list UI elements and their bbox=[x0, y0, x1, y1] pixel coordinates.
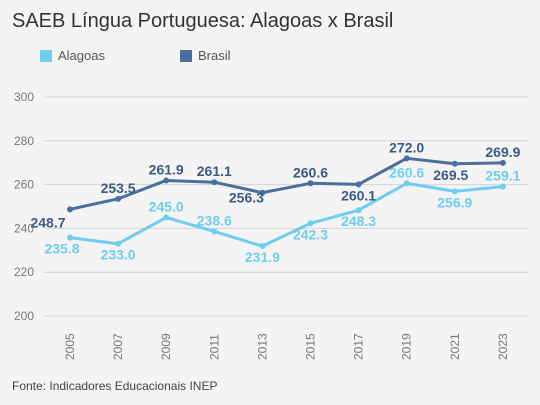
legend-item-brasil[interactable]: Brasil bbox=[180, 48, 231, 63]
data-point-brasil-2023 bbox=[499, 159, 506, 166]
x-tick-label-2011: 2011 bbox=[207, 334, 221, 360]
x-tick-label-2015: 2015 bbox=[304, 333, 318, 360]
data-label-alagoas-2011: 238.6 bbox=[197, 212, 232, 228]
series-line-brasil bbox=[69, 156, 503, 211]
y-tick-label-280: 280 bbox=[14, 134, 34, 148]
legend-label-brasil: Brasil bbox=[198, 48, 231, 63]
data-label-brasil-2021: 269.5 bbox=[433, 167, 468, 183]
source-note: Fonte: Indicadores Educacionais INEP bbox=[12, 379, 218, 393]
data-label-brasil-2019: 272.0 bbox=[389, 139, 424, 155]
data-label-alagoas-2023: 259.1 bbox=[485, 168, 520, 184]
y-tick-label-240: 240 bbox=[14, 221, 34, 235]
data-label-alagoas-2009: 245.0 bbox=[149, 198, 184, 214]
legend-item-alagoas[interactable]: Alagoas bbox=[40, 48, 105, 63]
y-tick-label-300: 300 bbox=[14, 90, 34, 104]
x-tick-label-2023: 2023 bbox=[496, 333, 510, 360]
data-point-alagoas-2023 bbox=[499, 183, 506, 190]
y-tick-label-260: 260 bbox=[14, 178, 34, 192]
data-label-alagoas-2013: 231.9 bbox=[245, 249, 280, 265]
data-point-brasil-2009 bbox=[163, 177, 170, 184]
data-point-brasil-2017 bbox=[355, 181, 362, 188]
y-tick-label-220: 220 bbox=[14, 265, 34, 279]
data-label-brasil-2015: 260.6 bbox=[293, 164, 328, 180]
data-label-brasil-2023: 269.9 bbox=[485, 144, 520, 160]
x-tick-label-2007: 2007 bbox=[111, 333, 125, 360]
data-point-alagoas-2007 bbox=[115, 240, 122, 247]
data-point-alagoas-2005 bbox=[67, 234, 73, 241]
data-point-brasil-2007 bbox=[115, 195, 122, 202]
data-point-alagoas-2019 bbox=[403, 180, 410, 187]
legend-swatch-alagoas bbox=[40, 49, 52, 62]
data-label-alagoas-2021: 256.9 bbox=[437, 194, 472, 210]
data-point-brasil-2011 bbox=[211, 179, 218, 186]
data-label-brasil-2013: 256.3 bbox=[229, 190, 264, 206]
data-label-brasil-2011: 261.1 bbox=[197, 163, 232, 179]
data-label-alagoas-2005: 235.8 bbox=[44, 241, 79, 257]
x-tick-label-2009: 2009 bbox=[159, 333, 173, 360]
data-point-alagoas-2013 bbox=[259, 243, 266, 250]
data-label-brasil-2017: 260.1 bbox=[341, 187, 376, 203]
data-label-alagoas-2007: 233.0 bbox=[101, 247, 136, 263]
data-label-brasil-2009: 261.9 bbox=[149, 161, 184, 177]
data-point-brasil-2021 bbox=[451, 160, 458, 167]
data-label-alagoas-2017: 248.3 bbox=[341, 213, 376, 229]
data-point-alagoas-2009 bbox=[163, 214, 170, 221]
x-tick-label-2017: 2017 bbox=[352, 333, 366, 360]
chart-title: SAEB Língua Portuguesa: Alagoas x Brasil bbox=[12, 10, 394, 32]
data-label-alagoas-2015: 242.3 bbox=[293, 226, 328, 242]
data-point-alagoas-2021 bbox=[451, 188, 458, 195]
data-point-brasil-2019 bbox=[403, 155, 410, 162]
series-line-alagoas bbox=[69, 181, 504, 248]
data-point-brasil-2013 bbox=[259, 189, 266, 196]
x-tick-label-2021: 2021 bbox=[448, 333, 462, 360]
data-point-alagoas-2017 bbox=[355, 207, 362, 214]
data-point-alagoas-2011 bbox=[211, 228, 218, 235]
x-tick-label-2019: 2019 bbox=[400, 333, 414, 360]
data-point-brasil-2015 bbox=[307, 180, 314, 187]
legend-swatch-brasil bbox=[180, 49, 192, 62]
legend-label-alagoas: Alagoas bbox=[58, 48, 105, 63]
data-point-brasil-2005 bbox=[67, 206, 73, 213]
data-label-brasil-2007: 253.5 bbox=[101, 180, 136, 196]
x-tick-label-2005: 2005 bbox=[63, 333, 77, 360]
x-tick-label-2013: 2013 bbox=[255, 333, 269, 360]
data-label-brasil-2005: 248.7 bbox=[30, 214, 65, 230]
y-tick-label-200: 200 bbox=[14, 309, 34, 323]
data-label-alagoas-2019: 260.6 bbox=[389, 164, 424, 180]
data-point-alagoas-2015 bbox=[307, 220, 314, 227]
